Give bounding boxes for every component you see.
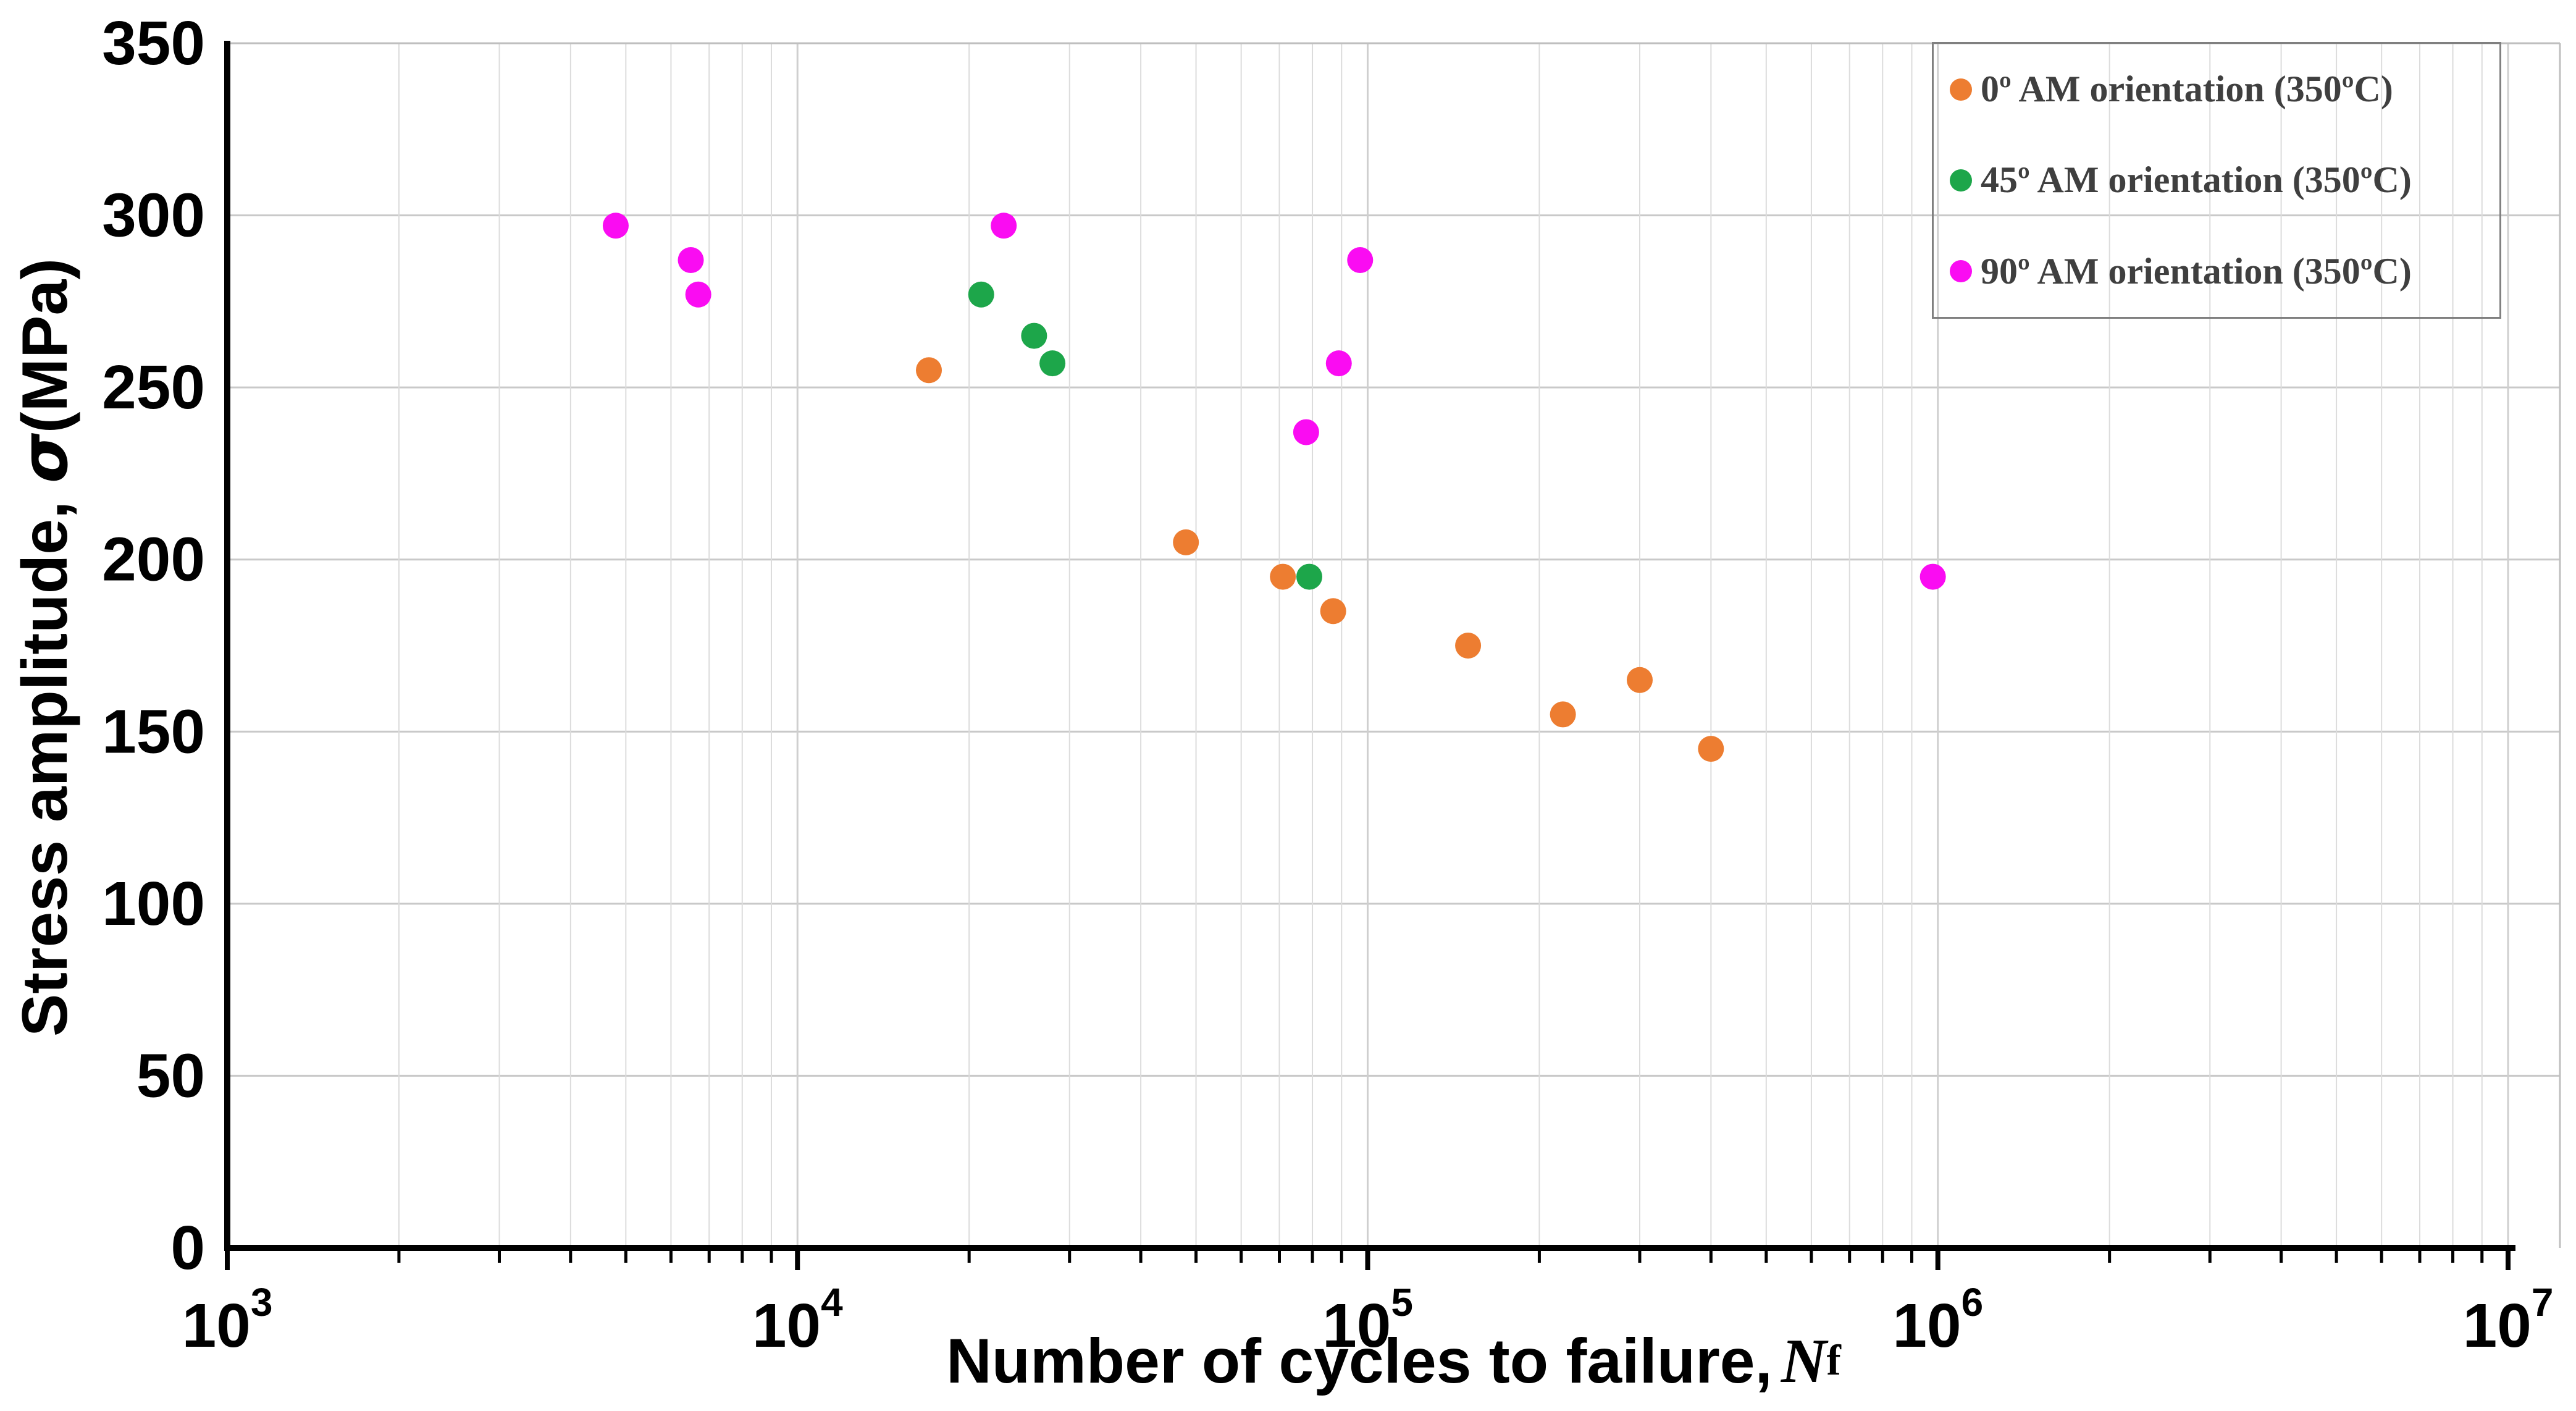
- legend-label-45deg: 45º AM orientation (350ºC): [1981, 159, 2412, 201]
- vertical-gridlines: [226, 43, 2509, 1248]
- data-point-s0-4: [1455, 633, 1482, 659]
- data-point-s2-4: [1293, 419, 1319, 445]
- legend-box: 0º AM orientation (350ºC) 45º AM orienta…: [1932, 42, 2501, 319]
- x-tick-labels: 103 104 105 106 107: [182, 1280, 2554, 1360]
- data-point-s1-3: [1296, 563, 1322, 590]
- y-axis-title: Stress amplitude, σ(MPa): [7, 258, 82, 1037]
- data-point-s2-6: [1347, 247, 1374, 273]
- x-ticks: [225, 1251, 2511, 1270]
- y-axis-title-text: Stress amplitude,: [9, 483, 81, 1037]
- legend-marker-45deg-icon: [1950, 169, 1972, 192]
- series-2-points: [602, 213, 1946, 590]
- legend-entry-0deg: 0º AM orientation (350ºC): [1934, 68, 2499, 111]
- data-point-s0-0: [916, 357, 942, 384]
- data-point-s2-3: [991, 213, 1017, 239]
- data-point-s2-5: [1325, 350, 1352, 377]
- x-tick-label-1e3: 103: [182, 1280, 273, 1360]
- x-tick-label-1e6: 106: [1892, 1280, 1983, 1360]
- y-axis-title-unit: (MPa): [9, 258, 81, 434]
- legend-marker-0deg-icon: [1950, 78, 1972, 101]
- data-point-s0-6: [1627, 667, 1653, 693]
- data-point-s0-1: [1173, 529, 1199, 555]
- x-tick-label-1e7: 107: [2463, 1280, 2554, 1360]
- nf-symbol: N: [1781, 1326, 1827, 1396]
- y-tick-label-0: 0: [170, 1213, 205, 1283]
- x-axis-title-text: Number of cycles to failure,: [946, 1325, 1773, 1396]
- series-0-points: [916, 357, 1724, 762]
- data-point-s1-0: [968, 281, 994, 308]
- legend-entry-45deg: 45º AM orientation (350ºC): [1934, 159, 2499, 201]
- data-point-s2-1: [678, 247, 704, 273]
- sigma-symbol: σ: [7, 433, 82, 484]
- y-tick-labels: 0 50 100 150 200 250 300 350: [102, 9, 205, 1283]
- y-tick-label-250: 250: [102, 353, 205, 422]
- data-point-s2-7: [1919, 563, 1946, 590]
- legend-label-90deg: 90º AM orientation (350ºC): [1981, 250, 2412, 292]
- y-tick-label-150: 150: [102, 697, 205, 766]
- data-point-s1-1: [1021, 322, 1047, 349]
- y-tick-label-100: 100: [102, 869, 205, 938]
- y-tick-label-300: 300: [102, 181, 205, 250]
- series-1-points: [968, 281, 1322, 590]
- y-tick-label-350: 350: [102, 9, 205, 78]
- data-point-s2-0: [602, 213, 629, 239]
- legend-entry-90deg: 90º AM orientation (350ºC): [1934, 250, 2499, 293]
- y-tick-label-50: 50: [136, 1041, 205, 1110]
- data-point-s0-7: [1698, 736, 1724, 762]
- data-point-s0-2: [1270, 563, 1296, 590]
- data-point-s0-3: [1320, 598, 1346, 625]
- data-point-s1-2: [1039, 350, 1066, 377]
- legend-marker-90deg-icon: [1950, 260, 1972, 283]
- data-point-s0-5: [1550, 701, 1576, 728]
- x-tick-label-1e5: 105: [1322, 1280, 1413, 1360]
- data-point-s2-2: [685, 281, 711, 308]
- legend-label-0deg: 0º AM orientation (350ºC): [1981, 69, 2393, 110]
- x-tick-label-1e4: 104: [752, 1280, 843, 1360]
- y-tick-label-200: 200: [102, 525, 205, 594]
